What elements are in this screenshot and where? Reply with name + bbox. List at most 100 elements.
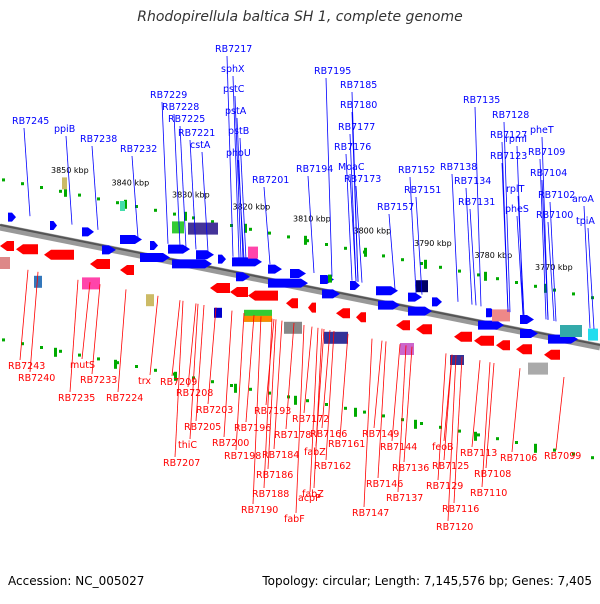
major-tick	[354, 407, 357, 417]
tick-dot	[2, 178, 5, 182]
forward-callout-line	[237, 159, 245, 260]
major-tick	[64, 187, 67, 197]
reverse-gene-arrow	[90, 259, 110, 269]
forward-callout-line	[469, 208, 477, 306]
forward-callout-line	[179, 125, 187, 248]
reverse-gene-arrow	[356, 312, 366, 323]
forward-callout-line	[587, 227, 595, 330]
reverse-callout-line	[471, 360, 481, 448]
forward-gene-arrow	[268, 278, 308, 288]
reverse-gene-label: RB7113	[460, 448, 497, 459]
tick-dot	[306, 399, 309, 403]
reverse-gene-label: RB7190	[241, 505, 278, 516]
reverse-callout-line	[207, 307, 217, 405]
forward-callout-line	[388, 213, 396, 290]
kbp-label: 3820 kbp	[233, 203, 271, 212]
reverse-gene-label: RB7136	[392, 463, 429, 474]
forward-gene-label: RB7131	[458, 197, 495, 208]
forward-gene-label: RB7134	[454, 176, 491, 187]
reverse-gene-label: RB7198	[224, 451, 261, 462]
kbp-label: 3830 kbp	[172, 190, 210, 199]
major-tick	[234, 383, 237, 393]
forward-gene-label: RB7173	[344, 174, 381, 185]
forward-callout-line	[201, 151, 209, 252]
tick-dot	[78, 353, 81, 357]
forward-gene-label: RB7180	[340, 100, 377, 111]
reverse-gene-label: RB7161	[328, 439, 365, 450]
forward-gene-arrow	[432, 297, 442, 307]
feature-box	[188, 222, 218, 235]
forward-gene-label: RB7245	[12, 116, 49, 127]
tick-dot	[439, 265, 442, 269]
tick-dot	[458, 429, 461, 433]
feature-box	[172, 221, 184, 234]
major-tick	[124, 199, 127, 209]
tick-dot	[97, 197, 100, 201]
forward-gene-arrow	[120, 235, 142, 244]
forward-gene-arrow	[196, 250, 214, 260]
forward-gene-arrow	[232, 257, 262, 267]
reverse-gene-label: RB7235	[58, 393, 95, 404]
tick-dot	[21, 182, 24, 186]
major-tick	[304, 235, 307, 245]
forward-gene-arrow	[408, 306, 432, 316]
tick-dot	[59, 189, 62, 193]
forward-callout-line	[351, 111, 359, 282]
forward-gene-label: pstA	[225, 106, 247, 117]
reverse-callout-line	[303, 326, 313, 414]
forward-gene-arrow	[140, 253, 170, 262]
reverse-callout-line	[81, 282, 91, 360]
forward-callout-line	[226, 55, 234, 257]
reverse-callout-line	[273, 320, 283, 450]
forward-gene-label: RB7221	[178, 128, 215, 139]
reverse-callout-line	[437, 353, 447, 481]
reverse-callout-line	[339, 333, 349, 439]
reverse-callout-line	[447, 355, 457, 522]
reverse-callout-line	[19, 269, 29, 361]
major-tick	[244, 223, 247, 233]
tick-dot	[230, 224, 233, 227]
forward-gene-label: phoU	[226, 148, 251, 159]
reverse-callout-line	[235, 312, 245, 451]
forward-gene-label: tpiA	[576, 216, 595, 227]
kbp-label: 3800 kbp	[354, 227, 392, 236]
tick-dot	[382, 254, 385, 258]
forward-gene-label: RB7127	[490, 130, 527, 141]
forward-gene-label: cstA	[190, 140, 211, 151]
forward-gene-label: RB7123	[490, 151, 527, 162]
forward-gene-label: RB7104	[530, 168, 567, 179]
feature-box	[450, 355, 464, 365]
forward-gene-label: RB7225	[168, 114, 205, 125]
kbp-label: 3790 kbp	[414, 239, 452, 248]
forward-callout-line	[451, 173, 459, 302]
tick-dot	[2, 338, 5, 342]
major-tick	[414, 419, 417, 429]
reverse-gene-label: RB7188	[252, 489, 289, 500]
forward-gene-arrow	[322, 289, 340, 299]
tick-dot	[249, 387, 252, 391]
forward-callout-line	[503, 121, 511, 313]
tick-dot	[477, 273, 480, 277]
tick-dot	[344, 246, 347, 250]
tick-dot	[401, 258, 404, 262]
forward-gene-label: RB7229	[150, 90, 187, 101]
reverse-gene-arrow	[44, 249, 74, 260]
kbp-label: 3840 kbp	[112, 178, 150, 187]
major-tick	[54, 347, 57, 357]
reverse-callout-line	[267, 319, 277, 470]
forward-callout-line	[325, 77, 333, 277]
reverse-callout-line	[223, 310, 233, 438]
tick-dot	[59, 349, 62, 353]
forward-gene-arrow	[290, 269, 306, 278]
reverse-gene-arrow	[0, 241, 14, 251]
reverse-gene-label: RB7203	[196, 405, 233, 416]
feature-box	[214, 307, 222, 318]
kbp-label: 3810 kbp	[293, 215, 331, 224]
reverse-gene-label: mutS	[70, 360, 95, 371]
reverse-gene-label: RB7129	[426, 481, 463, 492]
forward-callout-line	[517, 195, 525, 316]
reverse-gene-arrow	[396, 320, 410, 331]
reverse-callout-line	[397, 345, 407, 493]
reverse-gene-label: thiC	[178, 440, 197, 451]
reverse-gene-label: RB7116	[442, 504, 479, 515]
